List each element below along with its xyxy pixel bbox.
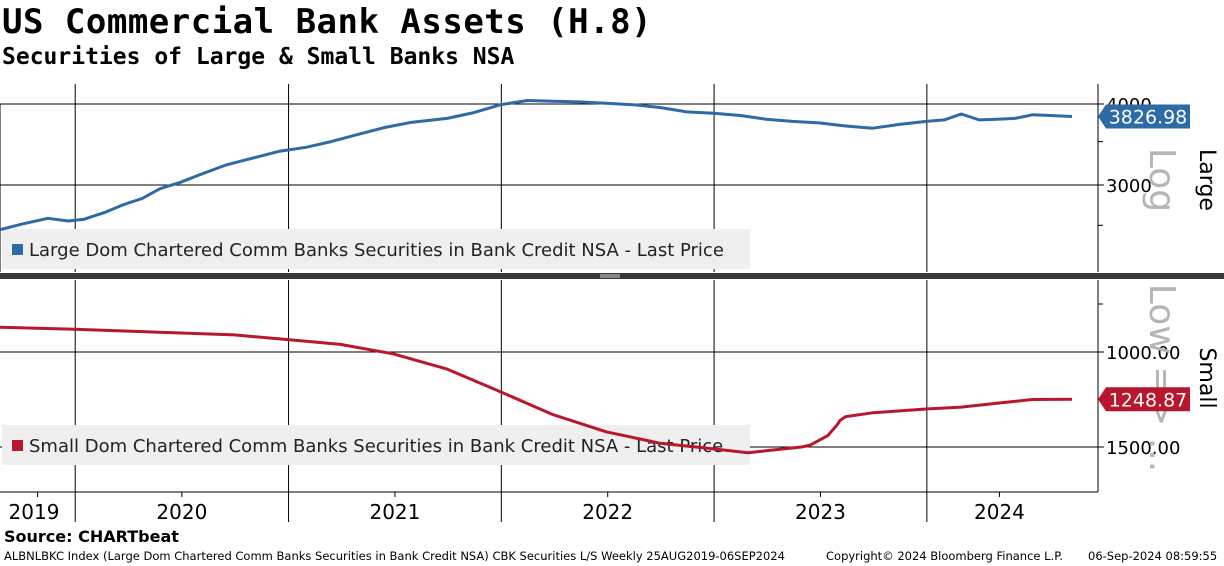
top-y-tick-label: 3000 bbox=[1106, 176, 1152, 197]
x-tick-label: 2021 bbox=[369, 500, 420, 524]
x-tick-label: 2022 bbox=[582, 500, 633, 524]
large-last-flag bbox=[1098, 104, 1190, 129]
top-legend-box bbox=[2, 229, 750, 269]
top-legend-text: Large Dom Chartered Comm Banks Securitie… bbox=[29, 240, 724, 261]
x-tick-label: 2023 bbox=[795, 500, 846, 524]
bottom-legend-box bbox=[2, 425, 750, 465]
bottom-y-tick-label: 1500.00 bbox=[1106, 438, 1180, 459]
large-banks-series-line bbox=[0, 99, 1073, 232]
small-banks-series-line bbox=[0, 325, 1073, 455]
bottom-legend-text: Small Dom Chartered Comm Banks Securitie… bbox=[29, 436, 723, 457]
bottom-legend-swatch bbox=[12, 440, 23, 451]
panel-separator-grip bbox=[600, 274, 620, 278]
footer-index: ALBNLBKC Index (Large Dom Chartered Comm… bbox=[4, 549, 785, 563]
source-text: Source: CHARTbeat bbox=[4, 527, 179, 546]
chart-subtitle: Securities of Large & Small Banks NSA bbox=[2, 44, 515, 70]
x-tick-label: 2019 bbox=[9, 500, 60, 524]
top-axis-label: Large bbox=[1194, 149, 1219, 211]
x-tick-label: 2020 bbox=[156, 500, 207, 524]
large-last-value-label: 3826.98 bbox=[1109, 106, 1188, 128]
bottom-y-tick-label: 1000.00 bbox=[1106, 343, 1180, 364]
small-last-value-label: 1248.87 bbox=[1109, 389, 1188, 411]
small-last-flag bbox=[1098, 387, 1190, 412]
footer-copyright: Copyright© 2024 Bloomberg Finance L.P. bbox=[826, 549, 1063, 563]
chart-title: US Commercial Bank Assets (H.8) bbox=[2, 2, 653, 42]
bottom-axis-label: Small bbox=[1194, 347, 1219, 408]
bottom-scale-label: Low => ... bbox=[1141, 284, 1182, 472]
top-legend-swatch bbox=[12, 244, 23, 255]
x-tick-label: 2024 bbox=[974, 500, 1025, 524]
footer-timestamp: 06-Sep-2024 08:59:55 bbox=[1088, 549, 1218, 563]
top-scale-label: Log bbox=[1141, 148, 1182, 212]
